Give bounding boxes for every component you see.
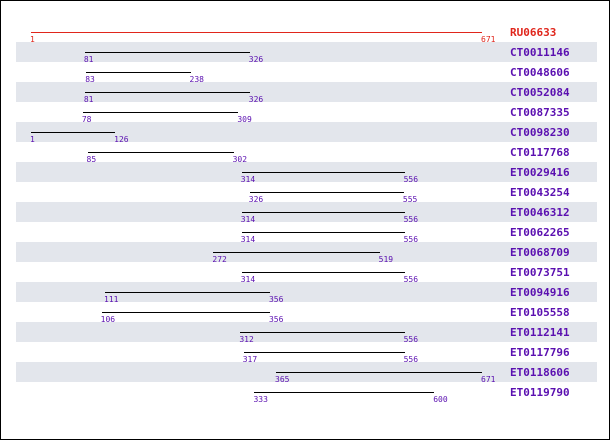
alignment-id-link[interactable]: ET0068709 [510,246,570,259]
start-position-label: 272 [212,255,227,264]
start-position-label: 83 [85,75,95,84]
alignment-bar [241,212,405,213]
start-position-label: 314 [240,175,256,184]
start-position-label: 333 [253,395,268,404]
end-position-label: 126 [114,135,129,144]
reference-id-link[interactable]: RU06633 [510,26,557,39]
end-position-label: 356 [268,315,284,324]
start-position-label: 85 [86,155,97,164]
alignment-bar [254,392,435,393]
alignment-bar [84,52,250,53]
alignment-id-link[interactable]: CT0098230 [510,126,570,139]
alignment-bar [101,312,270,313]
alignment-id-link[interactable]: ET0029416 [510,166,570,179]
end-position-label: 519 [378,255,394,264]
alignment-bar [87,152,234,153]
alignment-id-link[interactable]: CT0011146 [510,46,570,59]
end-position-label: 556 [403,235,419,244]
end-position-label: 326 [248,95,264,104]
start-position-label: 106 [100,315,116,324]
alignment-bar [240,332,405,333]
alignment-id-link[interactable]: ET0112141 [510,326,570,339]
alignment-id-link[interactable]: ET0105558 [510,306,570,319]
alignment-id-link[interactable]: ET0046312 [510,206,570,219]
end-position-label: 671 [481,35,496,44]
end-position-label: 302 [232,155,248,164]
alignment-bar [31,132,116,133]
end-position-label: 356 [268,295,284,304]
alignment-id-link[interactable]: CT0052084 [510,86,570,99]
start-position-label: 81 [83,95,94,104]
alignment-bar [86,72,191,73]
start-position-label: 81 [83,55,94,64]
reference-bar [31,32,482,33]
end-position-label: 556 [403,275,419,284]
start-position-label: 314 [240,275,256,284]
start-position-label: 365 [275,375,290,384]
alignment-row [16,82,597,102]
alignment-row [16,122,597,142]
alignment-bar [241,232,405,233]
start-position-label: 1 [30,35,35,44]
start-position-label: 1 [30,135,35,144]
end-position-label: 671 [481,375,496,384]
end-position-label: 556 [403,215,419,224]
start-position-label: 326 [248,195,264,204]
alignment-bar [243,352,405,353]
alignment-bar [276,372,482,373]
alignment-id-link[interactable]: ET0119790 [510,386,570,399]
alignment-id-link[interactable]: CT0117768 [510,146,570,159]
end-position-label: 600 [433,395,448,404]
end-position-label: 326 [248,55,264,64]
alignment-id-link[interactable]: ET0062265 [510,226,570,239]
alignment-bar [241,272,405,273]
alignment-bar [84,92,250,93]
alignment-bar [241,172,405,173]
end-position-label: 556 [403,335,419,344]
end-position-label: 556 [403,175,419,184]
alignment-row [16,42,597,62]
alignment-id-link[interactable]: ET0043254 [510,186,570,199]
alignment-bar [82,112,239,113]
start-position-label: 312 [239,335,254,344]
alignment-row [16,282,597,302]
start-position-label: 78 [81,115,92,124]
alignment-bar [249,192,404,193]
alignment-id-link[interactable]: ET0094916 [510,286,570,299]
alignment-bar [105,292,270,293]
alignment-bar [213,252,380,253]
alignment-id-link[interactable]: ET0073751 [510,266,570,279]
end-position-label: 238 [189,75,204,84]
start-position-label: 111 [104,295,119,304]
alignment-id-link[interactable]: CT0048606 [510,66,570,79]
start-position-label: 317 [242,355,258,364]
end-position-label: 555 [402,195,418,204]
alignment-id-link[interactable]: ET0118606 [510,366,570,379]
end-position-label: 556 [403,355,419,364]
end-position-label: 309 [237,115,252,124]
start-position-label: 314 [240,215,256,224]
alignment-id-link[interactable]: ET0117796 [510,346,570,359]
alignment-id-link[interactable]: CT0087335 [510,106,570,119]
start-position-label: 314 [240,235,256,244]
